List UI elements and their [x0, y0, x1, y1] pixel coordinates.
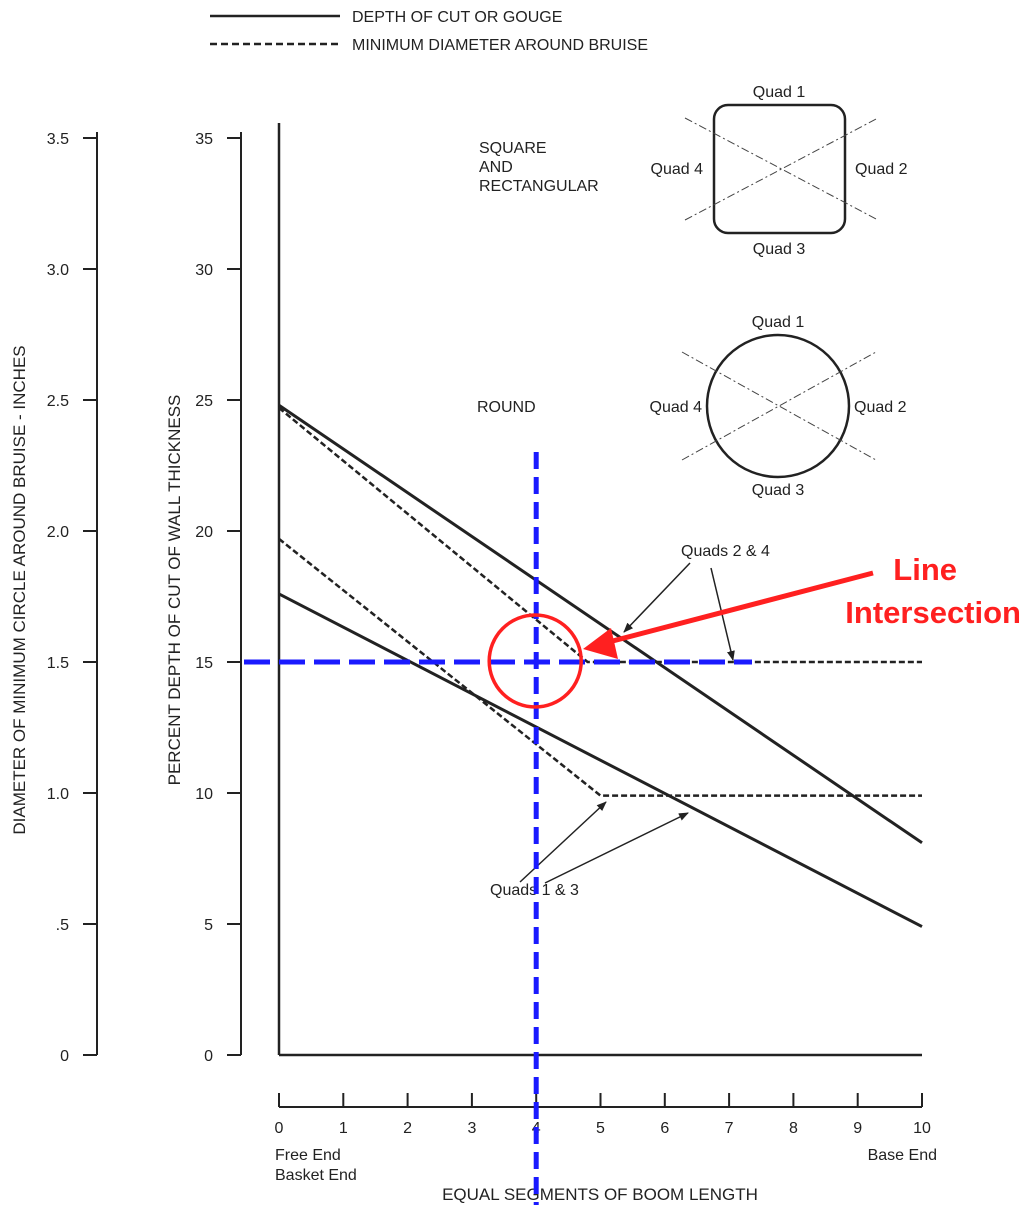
guide-lines	[244, 452, 752, 1205]
x-tick-label: 5	[596, 1120, 605, 1137]
quads13-arrow-right	[545, 813, 688, 883]
annotation-arrows	[520, 563, 733, 883]
quads24-label: Quads 2 & 4	[681, 543, 770, 560]
x-end-label-base: Base End	[868, 1147, 937, 1164]
square-section-outline	[714, 105, 845, 233]
y-axis: 0 5 10 15 20 25 30 35 PERCENT DEPTH OF CUT OF W…	[165, 131, 241, 1065]
x-tick-label: 0	[275, 1120, 284, 1137]
y-tick-label: 30	[195, 262, 213, 279]
square-quad2: Quad 2	[855, 161, 908, 178]
square-section-diagram: Quad 1 Quad 2 Quad 3 Quad 4 SQUARE AND R…	[479, 84, 908, 258]
square-label-line2: AND	[479, 159, 513, 176]
round-quad3: Quad 3	[752, 482, 805, 499]
x-tick-label: 8	[789, 1120, 798, 1137]
round-section-outline	[707, 335, 849, 477]
series-group	[279, 405, 922, 926]
x-tick-label: 7	[725, 1120, 734, 1137]
y2-axis: 0 .5 1.0 1.5 2.0 2.5 3.0 3.5 DIAMETER OF MINIMU…	[10, 131, 97, 1065]
callout-line-text: Line	[893, 552, 957, 587]
square-label-line3: RECTANGULAR	[479, 178, 599, 195]
legend: DEPTH OF CUT OR GOUGE MINIMUM DIAMETER A…	[210, 9, 648, 54]
x-tick-label: 6	[660, 1120, 669, 1137]
x-ticks: 012345678910	[275, 1093, 931, 1137]
y2-axis-title: DIAMETER OF MINIMUM CIRCLE AROUND BRUISE…	[10, 345, 29, 834]
x-end-label-basket: Basket End	[275, 1167, 357, 1184]
x-axis-title: EQUAL SEGMENTS OF BOOM LENGTH	[442, 1185, 758, 1204]
round-section-diagram: Quad 1 Quad 2 Quad 3 Quad 4 ROUND	[477, 314, 907, 499]
y2-tick-label: 3.0	[47, 262, 69, 279]
square-label-line1: SQUARE	[479, 140, 547, 157]
x-tick-label: 2	[403, 1120, 412, 1137]
x-tick-label: 10	[913, 1120, 931, 1137]
x-axis: 012345678910 Free End Basket End Base En…	[275, 1093, 937, 1204]
square-quad1: Quad 1	[753, 84, 806, 101]
square-quad3: Quad 3	[753, 241, 806, 258]
y-tick-label: 20	[195, 524, 213, 541]
quads13-arrow-left	[520, 802, 606, 882]
y2-tick-label: .5	[56, 917, 69, 934]
square-quad4: Quad 4	[651, 161, 704, 178]
x-end-label-free: Free End	[275, 1147, 341, 1164]
y-tick-label: 25	[195, 393, 213, 410]
round-label: ROUND	[477, 399, 536, 416]
y2-ticks: 0 .5 1.0 1.5 2.0 2.5 3.0 3.5	[47, 131, 97, 1065]
y-tick-label: 35	[195, 131, 213, 148]
y-tick-label: 15	[195, 655, 213, 672]
x-tick-label: 3	[467, 1120, 476, 1137]
y-ticks: 0 5 10 15 20 25 30 35	[195, 131, 241, 1065]
plot-frame	[279, 123, 922, 1055]
round-quad4: Quad 4	[650, 399, 703, 416]
legend-solid-label: DEPTH OF CUT OR GOUGE	[352, 9, 562, 26]
legend-dashed-label: MINIMUM DIAMETER AROUND BRUISE	[352, 37, 648, 54]
y2-tick-label: 2.5	[47, 393, 69, 410]
diameter-line-3	[279, 539, 922, 796]
y2-tick-label: 0	[60, 1048, 69, 1065]
depth-line-0	[279, 405, 922, 843]
y2-tick-label: 1.5	[47, 655, 69, 672]
y-axis-title: PERCENT DEPTH OF CUT OF WALL THICKNESS	[165, 395, 184, 786]
y-tick-label: 0	[204, 1048, 213, 1065]
x-tick-label: 9	[853, 1120, 862, 1137]
y-tick-label: 5	[204, 917, 213, 934]
round-quad2: Quad 2	[854, 399, 907, 416]
y2-tick-label: 1.0	[47, 786, 69, 803]
x-tick-label: 1	[339, 1120, 348, 1137]
intersection-callout: Line Intersection	[489, 552, 1021, 707]
callout-arrow-shaft	[605, 573, 873, 643]
round-quad1: Quad 1	[752, 314, 805, 331]
y-tick-label: 10	[195, 786, 213, 803]
y2-tick-label: 2.0	[47, 524, 69, 541]
y2-tick-label: 3.5	[47, 131, 69, 148]
callout-intersection-text: Intersection	[845, 595, 1021, 630]
